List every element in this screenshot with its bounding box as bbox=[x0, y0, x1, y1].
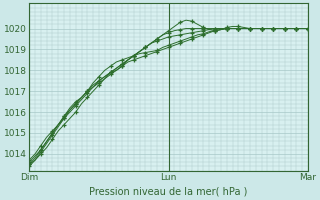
X-axis label: Pression niveau de la mer( hPa ): Pression niveau de la mer( hPa ) bbox=[90, 187, 248, 197]
